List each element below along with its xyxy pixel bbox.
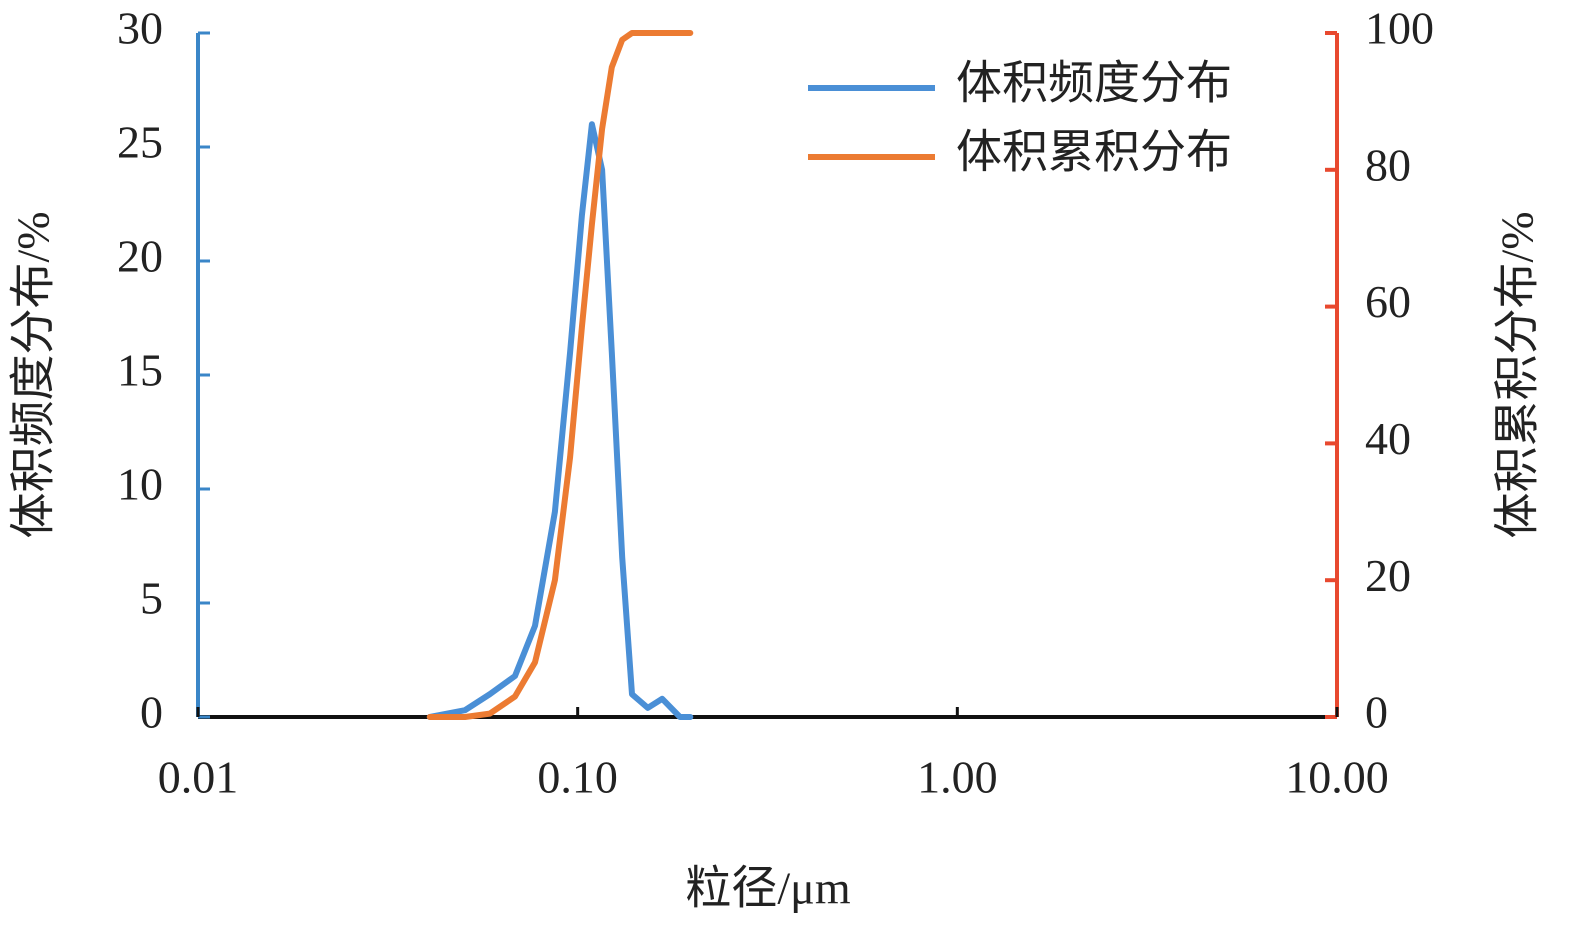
y2-tick-label: 100: [1365, 3, 1434, 54]
y-tick-label: 0: [140, 687, 163, 738]
y2-tick-label: 60: [1365, 276, 1411, 327]
y-tick-label: 5: [140, 573, 163, 624]
x-axis-label: 粒径/μm: [685, 863, 850, 914]
y-tick-label: 30: [117, 3, 163, 54]
series-line: [426, 121, 694, 720]
series-line: [426, 30, 694, 720]
y2-tick-label: 80: [1365, 139, 1411, 190]
y-tick-label: 25: [117, 117, 163, 168]
y-tick-label: 15: [117, 345, 163, 396]
legend-label: 体积累积分布: [956, 127, 1232, 178]
y-axis-label: 体积频度分布/%: [8, 211, 59, 538]
x-tick-label: 10.00: [1285, 752, 1389, 803]
y2-axis-label: 体积累积分布/%: [1492, 211, 1543, 538]
x-tick-label: 1.00: [917, 752, 998, 803]
y2-tick-label: 20: [1365, 550, 1411, 601]
x-tick-label: 0.10: [537, 752, 618, 803]
y-tick-label: 20: [117, 231, 163, 282]
legend-label: 体积频度分布: [956, 58, 1232, 109]
y-tick-label: 10: [117, 459, 163, 510]
y2-tick-label: 40: [1365, 413, 1411, 464]
y2-tick-label: 0: [1365, 687, 1388, 738]
x-tick-label: 0.01: [158, 752, 239, 803]
